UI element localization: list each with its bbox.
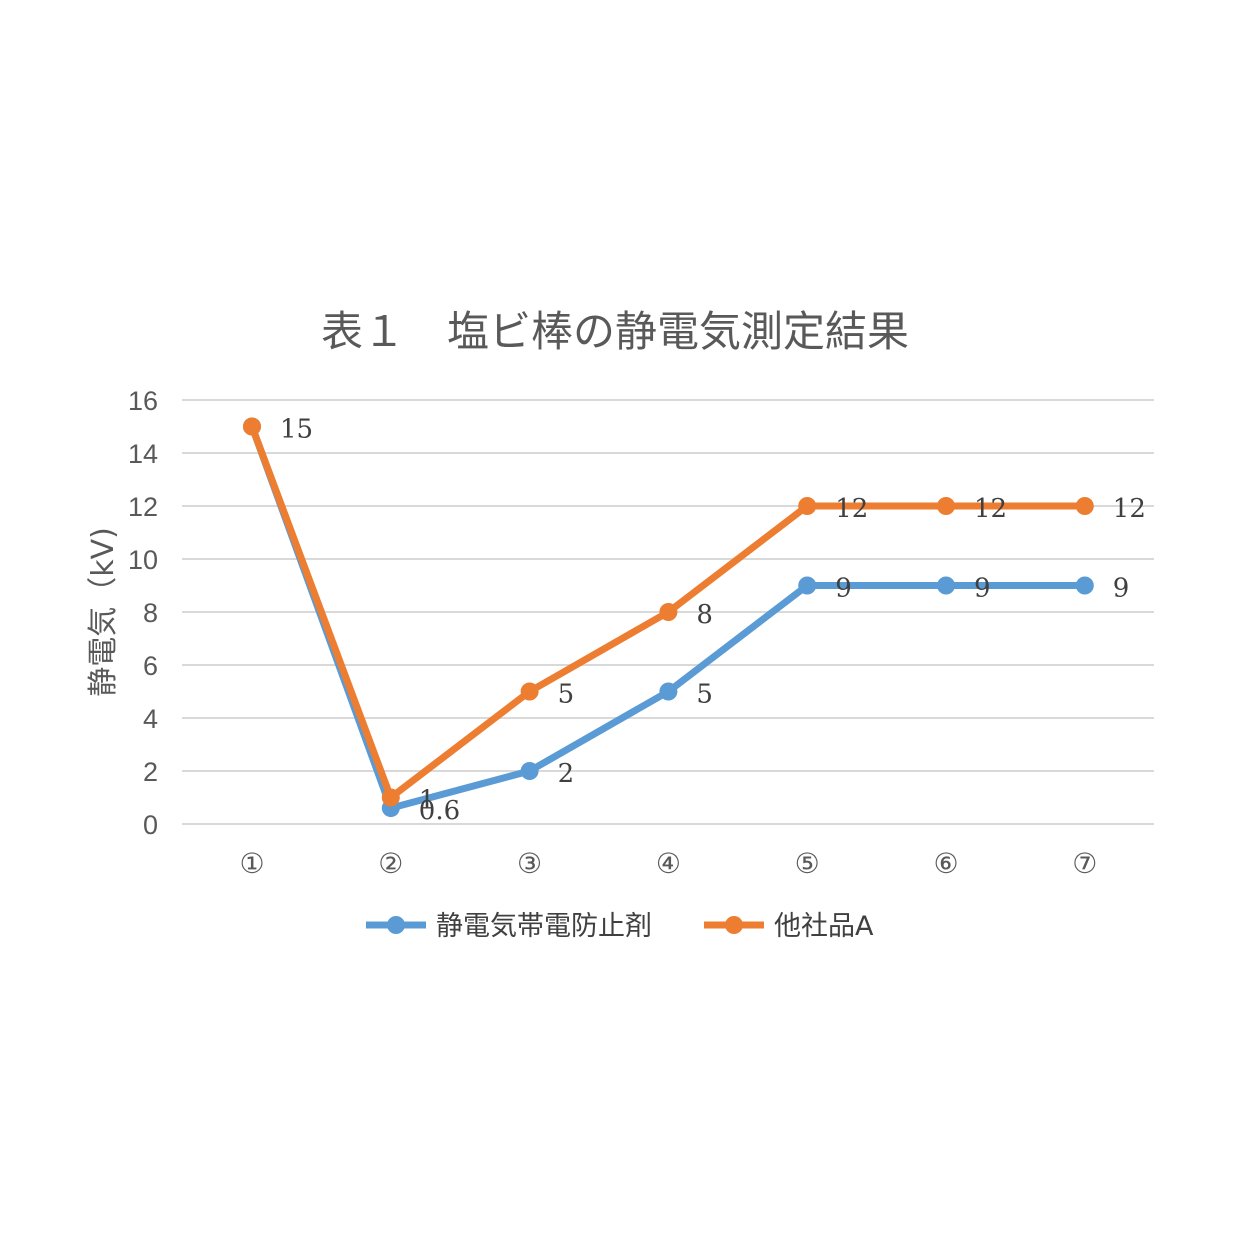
x-tick-label: ④ (656, 847, 681, 880)
y-tick-label: 12 (128, 492, 158, 522)
data-label: 9 (835, 574, 852, 604)
legend: 静電気帯電防止剤 他社品A (366, 911, 874, 942)
y-tick-label: 10 (128, 545, 158, 575)
y-tick-label: 6 (143, 651, 158, 681)
data-point (520, 682, 539, 701)
x-tick-label: ⑥ (933, 847, 958, 880)
data-label: 5 (696, 680, 713, 710)
data-label: 5 (558, 680, 575, 710)
y-tick-label: 2 (143, 757, 158, 787)
data-label: 15 (280, 415, 313, 445)
legend-label: 静電気帯電防止剤 (436, 911, 652, 942)
data-point (381, 788, 400, 807)
legend-item: 静電気帯電防止剤 (366, 911, 652, 942)
data-point (798, 576, 817, 595)
data-label: 12 (835, 494, 868, 524)
series-2 (243, 417, 1094, 807)
data-label: 12 (974, 494, 1007, 524)
data-label: 2 (558, 759, 575, 789)
data-point (1075, 497, 1094, 515)
data-point (937, 497, 955, 515)
data-point (659, 603, 678, 621)
data-label: 9 (974, 574, 991, 604)
x-tick-label: ② (378, 847, 403, 880)
series-lines (243, 417, 1094, 818)
x-axis-ticks: ① ② ③ ④ ⑤ ⑥ ⑦ (239, 847, 1097, 880)
y-tick-label: 14 (128, 439, 158, 469)
data-label: 1 (419, 786, 436, 816)
x-tick-label: ③ (517, 847, 542, 880)
data-point (243, 417, 261, 436)
chart-title: 表１ 塩ビ棒の静電気測定結果 (321, 307, 909, 356)
data-label: 0.6 (419, 796, 460, 826)
legend-label: 他社品A (774, 911, 874, 942)
legend-marker (387, 916, 405, 934)
data-point (520, 762, 539, 780)
data-label: 12 (1113, 494, 1146, 524)
data-point (798, 497, 817, 515)
legend-marker (725, 916, 743, 934)
y-axis-ticks: 0 2 4 6 8 10 12 14 16 (128, 386, 158, 840)
x-tick-label: ① (239, 847, 264, 880)
data-point (1075, 576, 1094, 595)
legend-item: 他社品A (704, 911, 874, 942)
data-point (937, 576, 955, 595)
y-tick-label: 4 (143, 704, 158, 734)
y-tick-label: 0 (143, 810, 158, 840)
data-label: 9 (1113, 574, 1130, 604)
x-tick-label: ⑤ (795, 847, 820, 880)
y-tick-label: 16 (128, 386, 158, 416)
data-label: 8 (696, 600, 713, 630)
y-tick-label: 8 (143, 598, 158, 628)
data-point (659, 682, 678, 701)
x-tick-label: ⑦ (1072, 847, 1097, 880)
y-axis-title: 静電気（kV) (86, 527, 121, 697)
